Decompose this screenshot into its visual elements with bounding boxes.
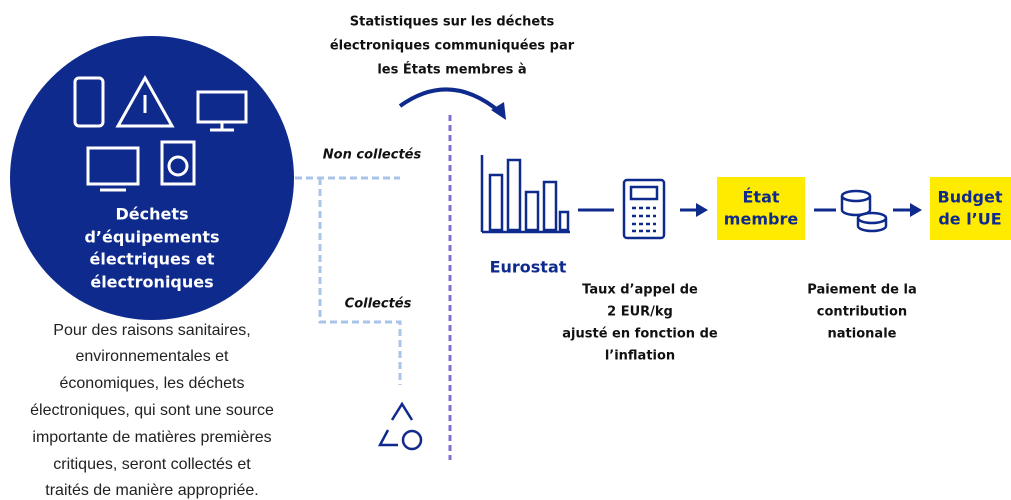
rate-text: Taux d’appel de [582,283,698,298]
circle-label: électriques et [90,250,215,269]
description-line: économiques, les déchets [60,375,245,392]
payment-text: contribution [817,305,907,320]
description: Pour des raisons sanitaires, environneme… [30,322,274,499]
calculator-icon [622,178,666,240]
arrowhead [910,203,922,217]
description-line: importante de matières premières [32,429,271,446]
member-state-label: État [742,188,779,207]
rate-text: ajusté en fonction de [562,327,718,342]
member-state-label: membre [724,210,799,229]
icons [73,74,248,192]
rate-text: l’inflation [605,349,675,364]
curved-arrow [398,87,502,114]
top-annotation: Statistiques sur les déchets [350,15,555,30]
eu-budget-label: de l’UE [938,210,1001,229]
collected-label: Collectés [345,297,412,312]
circle-label: électroniques [90,273,213,292]
payment-text: Paiement de la [807,283,916,298]
branch-lines [295,176,402,385]
description-line: environnementales et [76,348,230,365]
circle-label: Déchets [115,205,188,224]
recycle-icon [377,401,423,451]
eurostat-icon [480,155,570,234]
arrowhead [696,203,708,217]
top-annotation: les États membres à [377,62,526,78]
coins-icon [840,189,888,233]
arrowhead [491,102,506,120]
eurostat-label: Eurostat [490,258,567,277]
eu-budget-label: Budget [938,188,1003,207]
description-line: critiques, seront collectés et [53,456,251,473]
member-state-box [717,177,805,240]
description-line: Pour des raisons sanitaires, [53,322,250,339]
rate-text: 2 EUR/kg [607,305,673,320]
payment-text: nationale [828,327,897,342]
description-line: électroniques, qui sont une source [30,402,274,419]
eu-budget-box [930,177,1011,240]
description-line: traités de manière appropriée. [45,482,258,499]
circle [10,36,294,320]
not-collected-label: Non collectés [323,148,422,163]
circle-label: d’équipements [84,228,219,247]
top-annotation: électroniques communiquées par [330,39,575,54]
